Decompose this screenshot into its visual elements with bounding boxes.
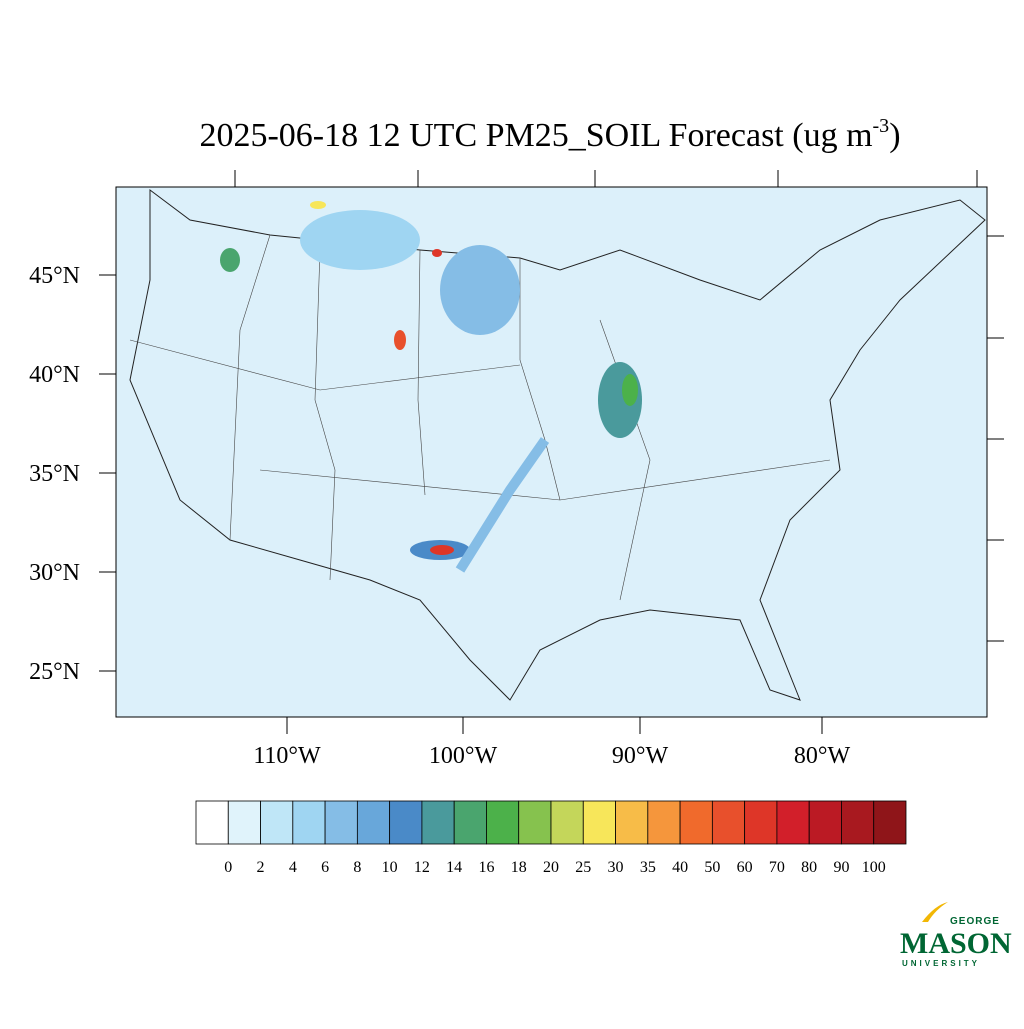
lon-label: 100°W bbox=[429, 743, 498, 769]
colorbar-box bbox=[776, 800, 810, 845]
lat-label: 30°N bbox=[29, 560, 80, 586]
colorbar-box bbox=[356, 800, 391, 845]
colorbar-box bbox=[615, 800, 649, 845]
colorbar-box bbox=[744, 800, 778, 845]
lon-label: 90°W bbox=[612, 743, 669, 769]
country-outline bbox=[129, 189, 986, 701]
lat-label: 35°N bbox=[29, 461, 80, 487]
colorbar-label: 12 bbox=[414, 859, 430, 876]
colorbar-label: 14 bbox=[446, 859, 462, 876]
colorbar-box bbox=[486, 800, 520, 845]
colorbar-box bbox=[324, 800, 358, 845]
lat-label: 25°N bbox=[29, 659, 80, 685]
colorbar-label: 40 bbox=[672, 859, 688, 876]
colorbar-label: 100 bbox=[862, 859, 886, 876]
colorbar-box bbox=[453, 800, 487, 845]
colorbar-box bbox=[711, 800, 746, 845]
colorbar-box bbox=[841, 800, 875, 845]
colorbar-label: 60 bbox=[737, 859, 753, 876]
colorbar-label: 2 bbox=[257, 859, 265, 876]
colorbar-box bbox=[550, 800, 584, 845]
colorbar-label: 70 bbox=[769, 859, 785, 876]
title-end: ) bbox=[889, 117, 900, 154]
lon-label: 80°W bbox=[794, 743, 851, 769]
colorbar-box bbox=[389, 800, 423, 845]
frame-ticks bbox=[99, 170, 1004, 734]
colorbar-label: 30 bbox=[608, 859, 624, 876]
colorbar-box bbox=[647, 800, 681, 845]
colorbar-box bbox=[195, 800, 229, 845]
colorbar-label: 20 bbox=[543, 859, 559, 876]
lat-label: 40°N bbox=[29, 362, 80, 388]
lon-label: 110°W bbox=[253, 743, 321, 769]
colorbar-box bbox=[582, 800, 616, 845]
logo: GEORGE MASON UNIVERSITY bbox=[900, 902, 1012, 968]
logo-main: MASON bbox=[900, 927, 1012, 960]
logo-top: GEORGE bbox=[950, 916, 1000, 927]
colorbar-label: 4 bbox=[289, 859, 297, 876]
colorbar-label: 25 bbox=[575, 859, 591, 876]
logo-flame bbox=[922, 902, 948, 922]
map-background bbox=[116, 187, 987, 717]
colorbar-label: 90 bbox=[833, 859, 849, 876]
colorbar-box bbox=[679, 800, 713, 845]
colorbar-box bbox=[808, 800, 842, 845]
colorbar-box bbox=[421, 800, 455, 845]
colorbar-label: 18 bbox=[511, 859, 527, 876]
colorbar-box bbox=[518, 800, 552, 845]
title-text: 2025-06-18 12 UTC PM25_SOIL Forecast (ug… bbox=[199, 117, 872, 154]
colorbar-label: 6 bbox=[321, 859, 329, 876]
concentration-blobs bbox=[220, 201, 642, 573]
map-frame bbox=[115, 186, 988, 718]
title-sup: -3 bbox=[873, 115, 890, 137]
colorbar-label: 16 bbox=[478, 859, 494, 876]
colorbar-box bbox=[292, 800, 326, 845]
state-lines bbox=[129, 234, 831, 601]
colorbar-label: 0 bbox=[224, 859, 232, 876]
colorbar-label: 80 bbox=[801, 859, 817, 876]
colorbar-box bbox=[873, 800, 907, 845]
title: 2025-06-18 12 UTC PM25_SOIL Forecast (ug… bbox=[199, 115, 900, 154]
map bbox=[99, 170, 1004, 734]
colorbar-label: 35 bbox=[640, 859, 656, 876]
logo-bottom: UNIVERSITY bbox=[902, 959, 980, 968]
colorbar-label: 50 bbox=[704, 859, 720, 876]
lat-label: 45°N bbox=[29, 263, 80, 289]
colorbar-box bbox=[227, 800, 261, 845]
colorbar-label: 10 bbox=[382, 859, 398, 876]
colorbar-box bbox=[260, 800, 294, 845]
colorbar-label: 8 bbox=[353, 859, 361, 876]
